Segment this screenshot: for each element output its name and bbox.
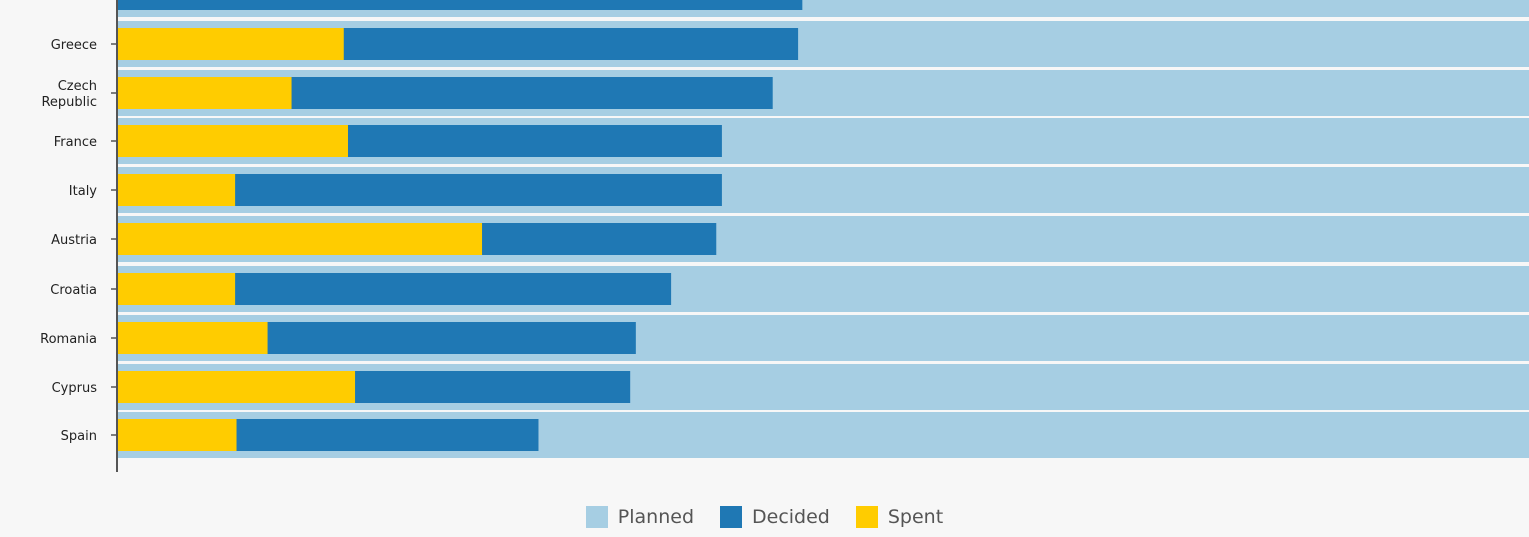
legend-label-planned: Planned (617, 506, 695, 528)
bars-layer (118, 0, 1529, 458)
y-tick-label-spain: Spain (61, 429, 97, 444)
bar-decided-partial-top (118, 0, 803, 10)
bar-spent-austria (118, 223, 483, 255)
y-tick-label-italy: Italy (69, 184, 98, 199)
legend: Planned Decided Spent (0, 506, 1529, 528)
bar-spent-france (118, 125, 348, 157)
bar-spent-cyprus (118, 371, 356, 403)
y-tick-label-czech-republic: Czech Republic (41, 79, 97, 110)
bar-spent-romania (118, 322, 268, 354)
legend-label-decided: Decided (752, 506, 830, 528)
y-tick-label-romania: Romania (40, 332, 97, 347)
legend-item-decided[interactable]: Decided (720, 506, 830, 528)
y-tick-label-croatia: Croatia (50, 283, 97, 298)
legend-swatch-spent (855, 506, 878, 528)
y-tick-label-france: France (54, 135, 97, 150)
bar-spent-greece (118, 28, 344, 60)
y-tick-label-cyprus: Cyprus (52, 381, 98, 396)
bar-spent-croatia (118, 273, 236, 305)
y-tick-label-austria: Austria (51, 233, 97, 248)
chart: Greece Czech Republic France Italy Austria Cro… (40, 0, 1529, 472)
legend-swatch-decided (720, 506, 743, 528)
bar-spent-spain (118, 419, 237, 451)
bar-spent-czech-republic (118, 77, 292, 109)
y-tick-label-greece: Greece (51, 38, 97, 53)
legend-swatch-planned (585, 506, 608, 528)
legend-item-spent[interactable]: Spent (855, 506, 944, 528)
bar-spent-italy (118, 174, 236, 206)
y-axis-ticks: Greece Czech Republic France Italy Austria Cro… (40, 38, 117, 444)
legend-item-planned[interactable]: Planned (585, 506, 695, 528)
legend-label-spent: Spent (887, 506, 944, 528)
